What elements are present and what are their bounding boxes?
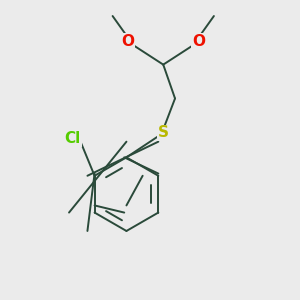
Text: S: S [158, 125, 169, 140]
Text: O: O [122, 34, 134, 49]
Text: O: O [192, 34, 205, 49]
Text: Cl: Cl [65, 131, 81, 146]
